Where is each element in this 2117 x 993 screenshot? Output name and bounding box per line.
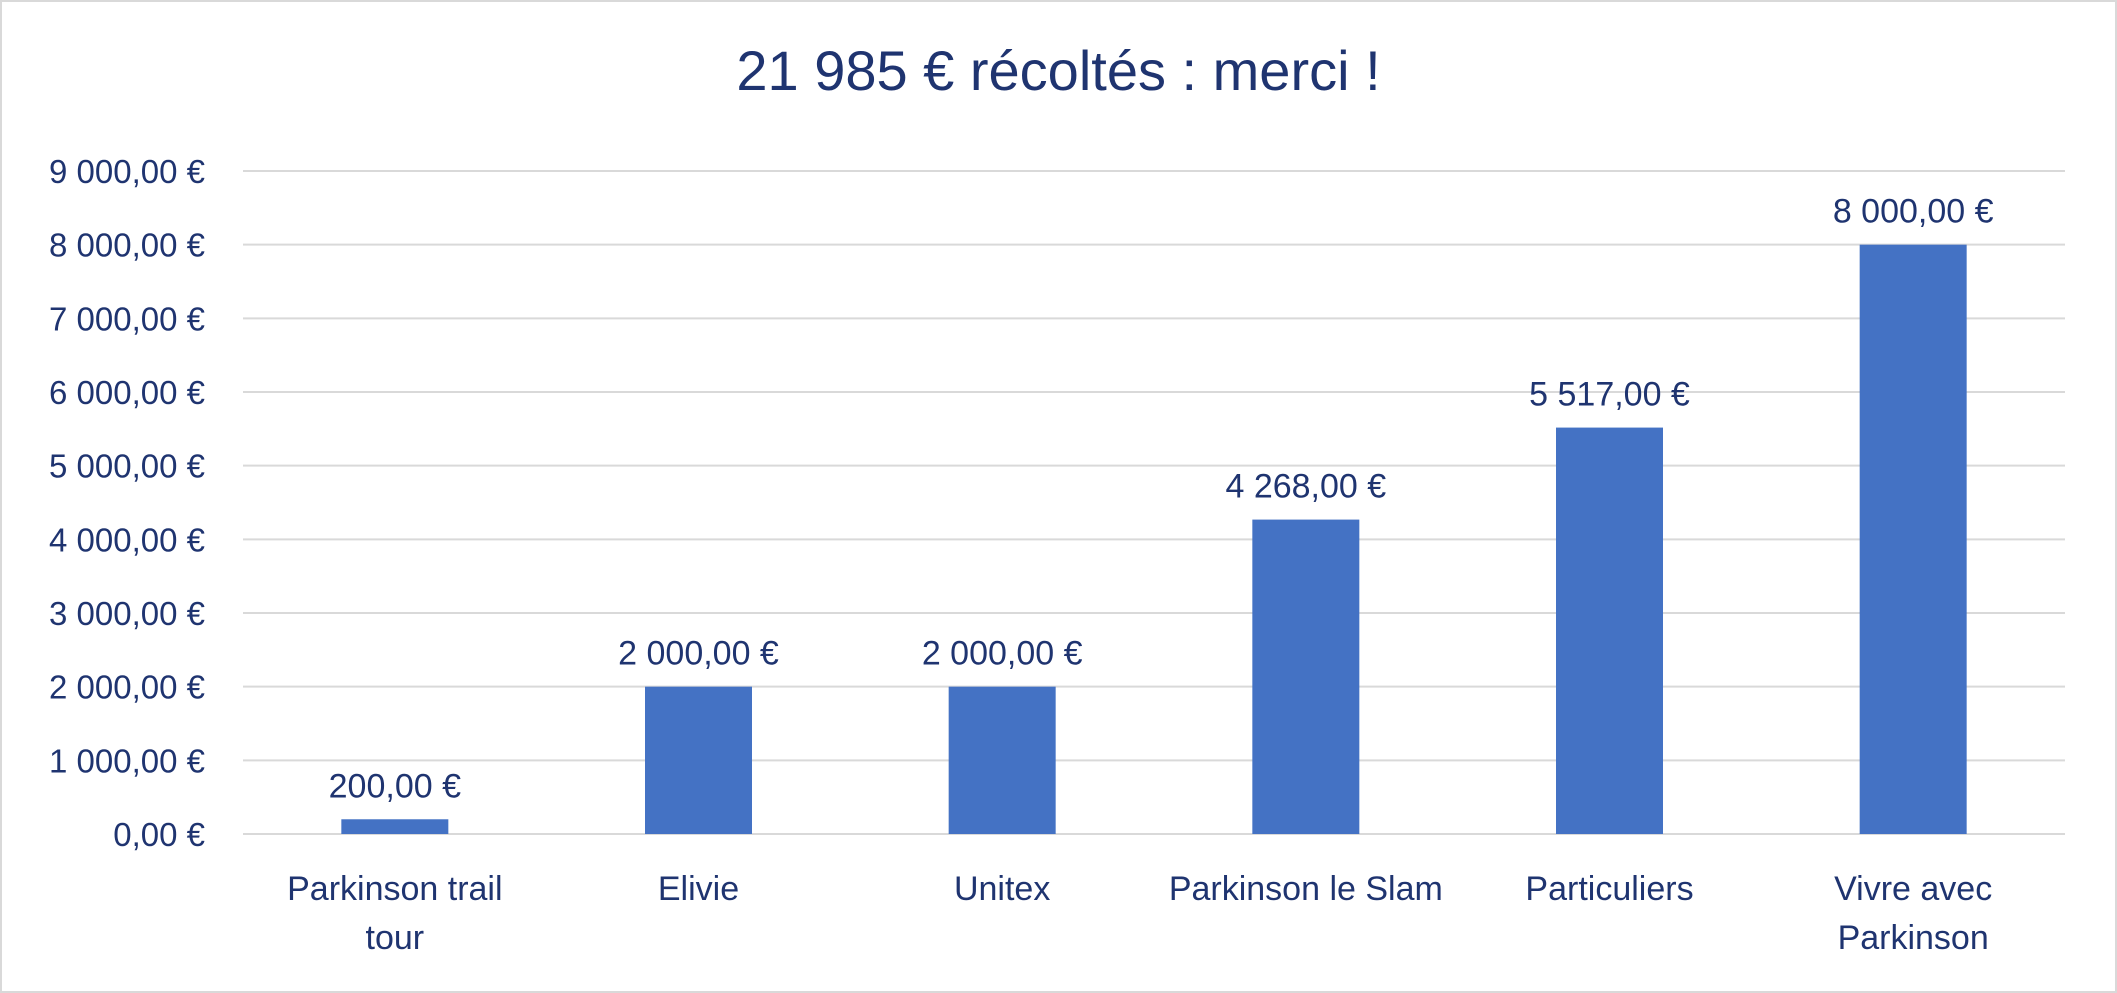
bar — [645, 686, 752, 834]
y-tick-label: 0,00 € — [113, 816, 205, 853]
y-tick-label: 2 000,00 € — [49, 669, 205, 706]
y-tick-label: 4 000,00 € — [49, 521, 205, 558]
data-label: 2 000,00 € — [922, 635, 1083, 673]
y-tick-label: 6 000,00 € — [49, 374, 205, 411]
category-label: Parkinson trail — [287, 870, 502, 908]
bar — [341, 819, 449, 834]
category-label: Elivie — [658, 870, 739, 908]
y-tick-label: 1 000,00 € — [49, 742, 205, 779]
category-label: Parkinson — [1838, 919, 1989, 957]
y-tick-label: 9 000,00 € — [49, 153, 205, 190]
y-tick-label: 5 000,00 € — [49, 448, 205, 485]
bar — [948, 686, 1056, 834]
category-label: Vivre avec — [1834, 870, 1992, 908]
bar — [1252, 519, 1360, 834]
category-label: Particuliers — [1525, 870, 1693, 908]
data-label: 5 517,00 € — [1529, 376, 1690, 414]
y-tick-label: 3 000,00 € — [49, 595, 205, 632]
category-label: Unitex — [954, 870, 1050, 908]
chart-title: 21 985 € récoltés : merci ! — [736, 39, 1381, 102]
data-label: 2 000,00 € — [618, 635, 779, 673]
data-label: 8 000,00 € — [1833, 193, 1994, 231]
data-label: 200,00 € — [329, 767, 461, 805]
category-label: Parkinson le Slam — [1169, 870, 1443, 908]
bar — [1859, 244, 1967, 834]
y-tick-label: 7 000,00 € — [49, 300, 205, 337]
bar — [1556, 427, 1663, 834]
category-label: tour — [366, 919, 425, 957]
data-label: 4 268,00 € — [1225, 468, 1386, 506]
y-tick-label: 8 000,00 € — [49, 227, 205, 264]
